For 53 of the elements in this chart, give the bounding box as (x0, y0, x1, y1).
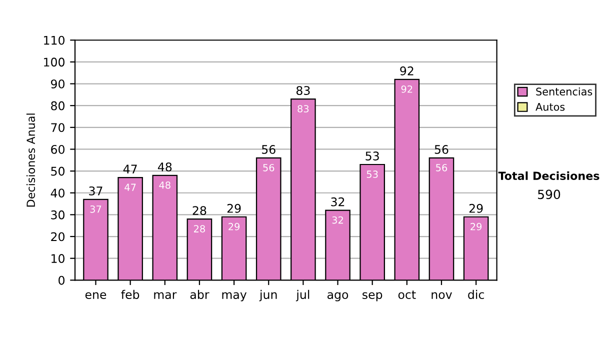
y-axis-title: Decisiones Anual (26, 114, 36, 207)
legend-label: Sentencias (536, 87, 592, 96)
y-tick-label: 90 (51, 79, 64, 88)
y-tick-label: 10 (52, 254, 64, 263)
y-tick-label: 30 (51, 210, 64, 220)
data-label: 83 (298, 105, 309, 112)
x-tick-label: ene (85, 292, 106, 300)
x-tick-label: sep (362, 292, 382, 302)
y-tick-label: 50 (51, 166, 64, 176)
total-label: 29 (227, 204, 241, 213)
total-label: 28 (192, 206, 206, 216)
total-label: 48 (158, 162, 172, 172)
total-label: 47 (123, 164, 137, 174)
legend-label: Autos (536, 103, 565, 111)
text: Total Decisiones (498, 171, 600, 180)
x-tick-label: jun (259, 290, 277, 302)
y-tick-label: 20 (51, 232, 64, 242)
data-label: 28 (194, 225, 205, 232)
y-tick-label: 0 (58, 276, 64, 285)
data-label: 29 (228, 222, 240, 230)
total-label: 53 (366, 152, 379, 160)
data-label: 56 (436, 164, 448, 172)
y-tick-label: 40 (50, 188, 64, 198)
x-tick-label: may (222, 292, 247, 302)
y-tick-label: 80 (51, 101, 64, 110)
total-label: 32 (331, 197, 344, 206)
x-tick-label: feb (121, 290, 140, 300)
data-label: 37 (90, 205, 102, 213)
data-label: 29 (470, 222, 482, 230)
total-label: 29 (469, 204, 483, 213)
data-label: 32 (332, 216, 343, 224)
x-tick-label: nov (432, 292, 452, 300)
total-label: 56 (262, 144, 276, 154)
data-label: 53 (366, 170, 378, 178)
y-tick-label: 100 (44, 58, 64, 67)
x-tick-label: mar (154, 292, 177, 300)
total-label: 83 (296, 86, 310, 96)
y-tick-label: 110 (44, 36, 64, 45)
x-tick-label: jul (296, 290, 310, 302)
x-tick-label: abr (190, 290, 210, 300)
total-label: 92 (400, 66, 414, 76)
data-label: 92 (401, 85, 412, 93)
total-label: 37 (89, 186, 102, 196)
x-tick-label: oct (398, 290, 416, 300)
x-tick-label: ago (327, 292, 348, 302)
y-tick-label: 60 (51, 144, 64, 154)
y-tick-label: 70 (51, 123, 64, 132)
data-label: 56 (263, 164, 274, 172)
text: 590 (538, 190, 560, 200)
data-label: 47 (124, 184, 136, 191)
total-label: 56 (434, 144, 448, 154)
data-label: 48 (159, 181, 170, 189)
x-tick-label: dic (468, 290, 484, 300)
